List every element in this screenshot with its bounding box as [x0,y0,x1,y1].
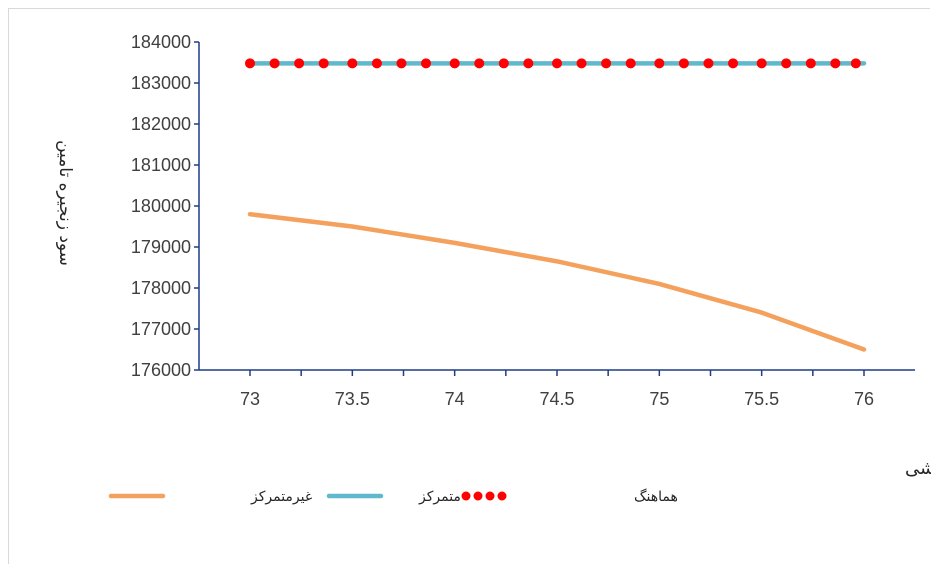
series-3-point [576,58,587,69]
series-3-point [654,58,665,69]
series-3-point [421,58,432,69]
y-tick-label: 177000 [131,319,191,339]
legend-item: هماهنگ [461,488,678,505]
y-tick-label: 178000 [131,278,191,298]
series-3-point [347,58,358,69]
x-tick-label: 73 [240,389,260,409]
chart-frame [8,8,930,564]
x-tick-label: 73.5 [335,389,370,409]
x-tick-label: 74 [445,389,465,409]
series-3-point [625,58,636,69]
series-3-point [371,58,382,69]
series-3-point [474,58,485,69]
y-tick-label: 182000 [131,114,191,134]
series-3-point [245,58,255,69]
legend-label: هماهنگ [634,488,678,505]
series-3-point [781,58,792,69]
x-axis-label: قیمت عمده فروشی [905,458,931,479]
legend: هماهنگ متمرکز غیرمتمرکز [108,488,678,505]
series-3-point [269,58,280,69]
x-tick-label: 76 [854,389,874,409]
legend-item: متمرکز [326,489,461,505]
y-tick-label: 183000 [131,73,191,93]
legend-swatch-dot [497,491,507,501]
series-3-point [523,58,534,69]
series-3-point [498,58,509,69]
y-tick-label: 179000 [131,237,191,257]
series-3-point [830,58,841,69]
series-3-point [294,58,305,69]
axes [198,42,915,371]
legend-label: غیرمتمرکز [250,489,312,505]
series-3-point [850,58,861,69]
series-3-point [318,58,329,69]
series-3-point [728,58,739,69]
legend-swatch-dot [485,491,495,501]
x-ticks: 73 73.5 74 74.5 75 75.5 76 [240,370,874,409]
series-layer [245,58,867,352]
y-tick-label: 184000 [131,32,191,52]
y-ticks: 176000 177000 178000 179000 180000 181000 1820… [131,32,199,380]
series-1-line [247,211,867,352]
legend-swatch-dot [473,491,483,501]
legend-swatch-dot [461,491,471,501]
x-tick-label: 74.5 [539,389,574,409]
series-3-point [552,58,562,69]
x-tick-label: 75 [649,389,669,409]
series-3-point [396,58,407,69]
legend-label: متمرکز [418,489,461,505]
series-3-point [678,58,689,69]
series-3-point [601,58,612,69]
series-3-point [449,58,460,69]
series-3-point [703,58,714,69]
series-3-point [756,58,767,69]
x-tick-label: 75.5 [744,389,779,409]
legend-item: غیرمتمرکز [108,489,312,505]
y-tick-label: 180000 [131,196,191,216]
y-tick-label: 176000 [131,360,191,380]
series-3-point [805,58,816,69]
y-tick-label: 181000 [131,155,191,175]
y-axis-label: سود زنجیره تامین [55,140,75,266]
